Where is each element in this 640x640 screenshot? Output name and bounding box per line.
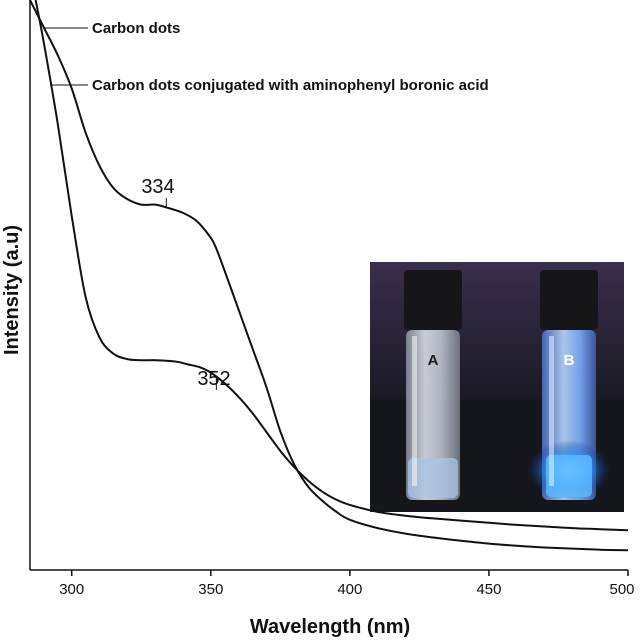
x-axis-title: Wavelength (nm) — [250, 616, 410, 638]
x-tick-label-500: 500 — [609, 581, 634, 598]
x-tick-label-300: 300 — [59, 581, 84, 598]
peak-annotations: 334 352 — [141, 176, 231, 390]
inset-vial-photo: A B — [370, 262, 624, 512]
legend-label-conjugated: Carbon dots conjugated with aminophenyl … — [92, 77, 489, 94]
legend: Carbon dots Carbon dots conjugated with … — [43, 20, 489, 94]
vial-a: A — [404, 270, 462, 500]
plot-axes — [29, 0, 628, 571]
y-axis-title: Intensity (a.u) — [1, 225, 23, 355]
series-line-conjugated — [29, 0, 629, 552]
x-axis-tick-labels: 300 350 400 450 500 — [59, 581, 634, 598]
peak-label-352: 352 — [197, 368, 230, 390]
vial-b: B — [527, 270, 611, 500]
vial-b-label: B — [564, 352, 575, 369]
vial-a-label: A — [428, 352, 439, 369]
legend-label-carbon-dots: Carbon dots — [92, 20, 180, 37]
x-axis-ticks — [70, 570, 629, 576]
x-tick-label-450: 450 — [476, 581, 501, 598]
series-line-carbon-dots — [34, 0, 629, 532]
x-tick-label-350: 350 — [198, 581, 223, 598]
peak-label-334: 334 — [141, 176, 174, 198]
x-tick-label-400: 400 — [337, 581, 362, 598]
data-series — [29, 0, 629, 552]
